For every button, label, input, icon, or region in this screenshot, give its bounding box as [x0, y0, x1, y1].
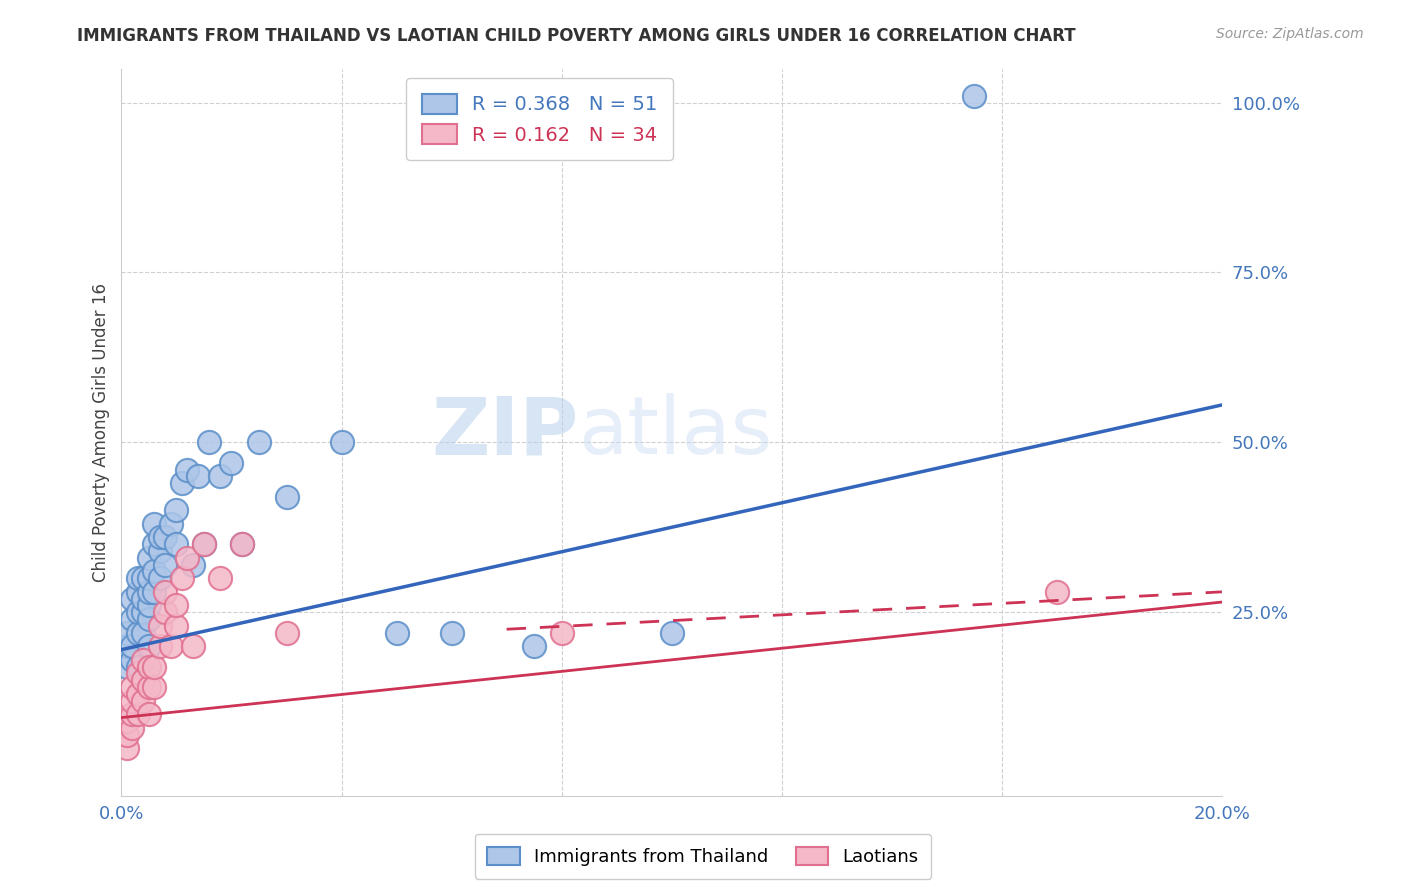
- Point: [276, 625, 298, 640]
- Point: [149, 571, 172, 585]
- Legend: R = 0.368   N = 51, R = 0.162   N = 34: R = 0.368 N = 51, R = 0.162 N = 34: [406, 78, 673, 161]
- Text: IMMIGRANTS FROM THAILAND VS LAOTIAN CHILD POVERTY AMONG GIRLS UNDER 16 CORRELATI: IMMIGRANTS FROM THAILAND VS LAOTIAN CHIL…: [77, 27, 1076, 45]
- Point: [127, 659, 149, 673]
- Point: [121, 612, 143, 626]
- Y-axis label: Child Poverty Among Girls Under 16: Child Poverty Among Girls Under 16: [93, 283, 110, 582]
- Point: [149, 544, 172, 558]
- Point: [127, 585, 149, 599]
- Point: [115, 714, 138, 728]
- Point: [209, 571, 232, 585]
- Point: [149, 531, 172, 545]
- Point: [221, 456, 243, 470]
- Legend: Immigrants from Thailand, Laotians: Immigrants from Thailand, Laotians: [475, 834, 931, 879]
- Point: [138, 550, 160, 565]
- Point: [385, 625, 408, 640]
- Point: [209, 469, 232, 483]
- Point: [166, 503, 188, 517]
- Point: [127, 571, 149, 585]
- Point: [121, 639, 143, 653]
- Point: [160, 639, 183, 653]
- Point: [231, 537, 253, 551]
- Point: [523, 639, 546, 653]
- Point: [198, 435, 221, 450]
- Point: [132, 673, 155, 688]
- Point: [166, 619, 188, 633]
- Point: [115, 741, 138, 756]
- Point: [132, 605, 155, 619]
- Point: [138, 571, 160, 585]
- Point: [132, 653, 155, 667]
- Point: [155, 605, 177, 619]
- Point: [247, 435, 270, 450]
- Point: [143, 516, 166, 531]
- Point: [155, 558, 177, 572]
- Point: [181, 639, 204, 653]
- Point: [132, 591, 155, 606]
- Point: [127, 707, 149, 722]
- Point: [176, 462, 198, 476]
- Point: [963, 88, 986, 103]
- Point: [115, 625, 138, 640]
- Point: [155, 585, 177, 599]
- Point: [149, 619, 172, 633]
- Point: [330, 435, 353, 450]
- Point: [138, 707, 160, 722]
- Point: [166, 599, 188, 613]
- Point: [155, 531, 177, 545]
- Point: [121, 693, 143, 707]
- Point: [160, 516, 183, 531]
- Point: [138, 585, 160, 599]
- Point: [121, 680, 143, 694]
- Point: [132, 625, 155, 640]
- Point: [143, 537, 166, 551]
- Point: [127, 687, 149, 701]
- Point: [143, 565, 166, 579]
- Point: [143, 585, 166, 599]
- Point: [661, 625, 683, 640]
- Point: [138, 612, 160, 626]
- Point: [115, 639, 138, 653]
- Point: [193, 537, 215, 551]
- Point: [187, 469, 209, 483]
- Point: [149, 639, 172, 653]
- Point: [121, 721, 143, 735]
- Point: [115, 659, 138, 673]
- Point: [127, 605, 149, 619]
- Point: [166, 537, 188, 551]
- Point: [231, 537, 253, 551]
- Point: [127, 666, 149, 681]
- Point: [170, 571, 193, 585]
- Point: [143, 680, 166, 694]
- Point: [132, 693, 155, 707]
- Point: [176, 550, 198, 565]
- Text: ZIP: ZIP: [430, 393, 578, 471]
- Point: [440, 625, 463, 640]
- Point: [276, 490, 298, 504]
- Point: [121, 591, 143, 606]
- Point: [121, 707, 143, 722]
- Point: [138, 599, 160, 613]
- Point: [1046, 585, 1069, 599]
- Text: Source: ZipAtlas.com: Source: ZipAtlas.com: [1216, 27, 1364, 41]
- Point: [138, 659, 160, 673]
- Point: [138, 680, 160, 694]
- Text: atlas: atlas: [578, 393, 772, 471]
- Point: [181, 558, 204, 572]
- Point: [127, 625, 149, 640]
- Point: [138, 639, 160, 653]
- Point: [193, 537, 215, 551]
- Point: [550, 625, 572, 640]
- Point: [132, 571, 155, 585]
- Point: [143, 659, 166, 673]
- Point: [115, 728, 138, 742]
- Point: [121, 653, 143, 667]
- Point: [170, 476, 193, 491]
